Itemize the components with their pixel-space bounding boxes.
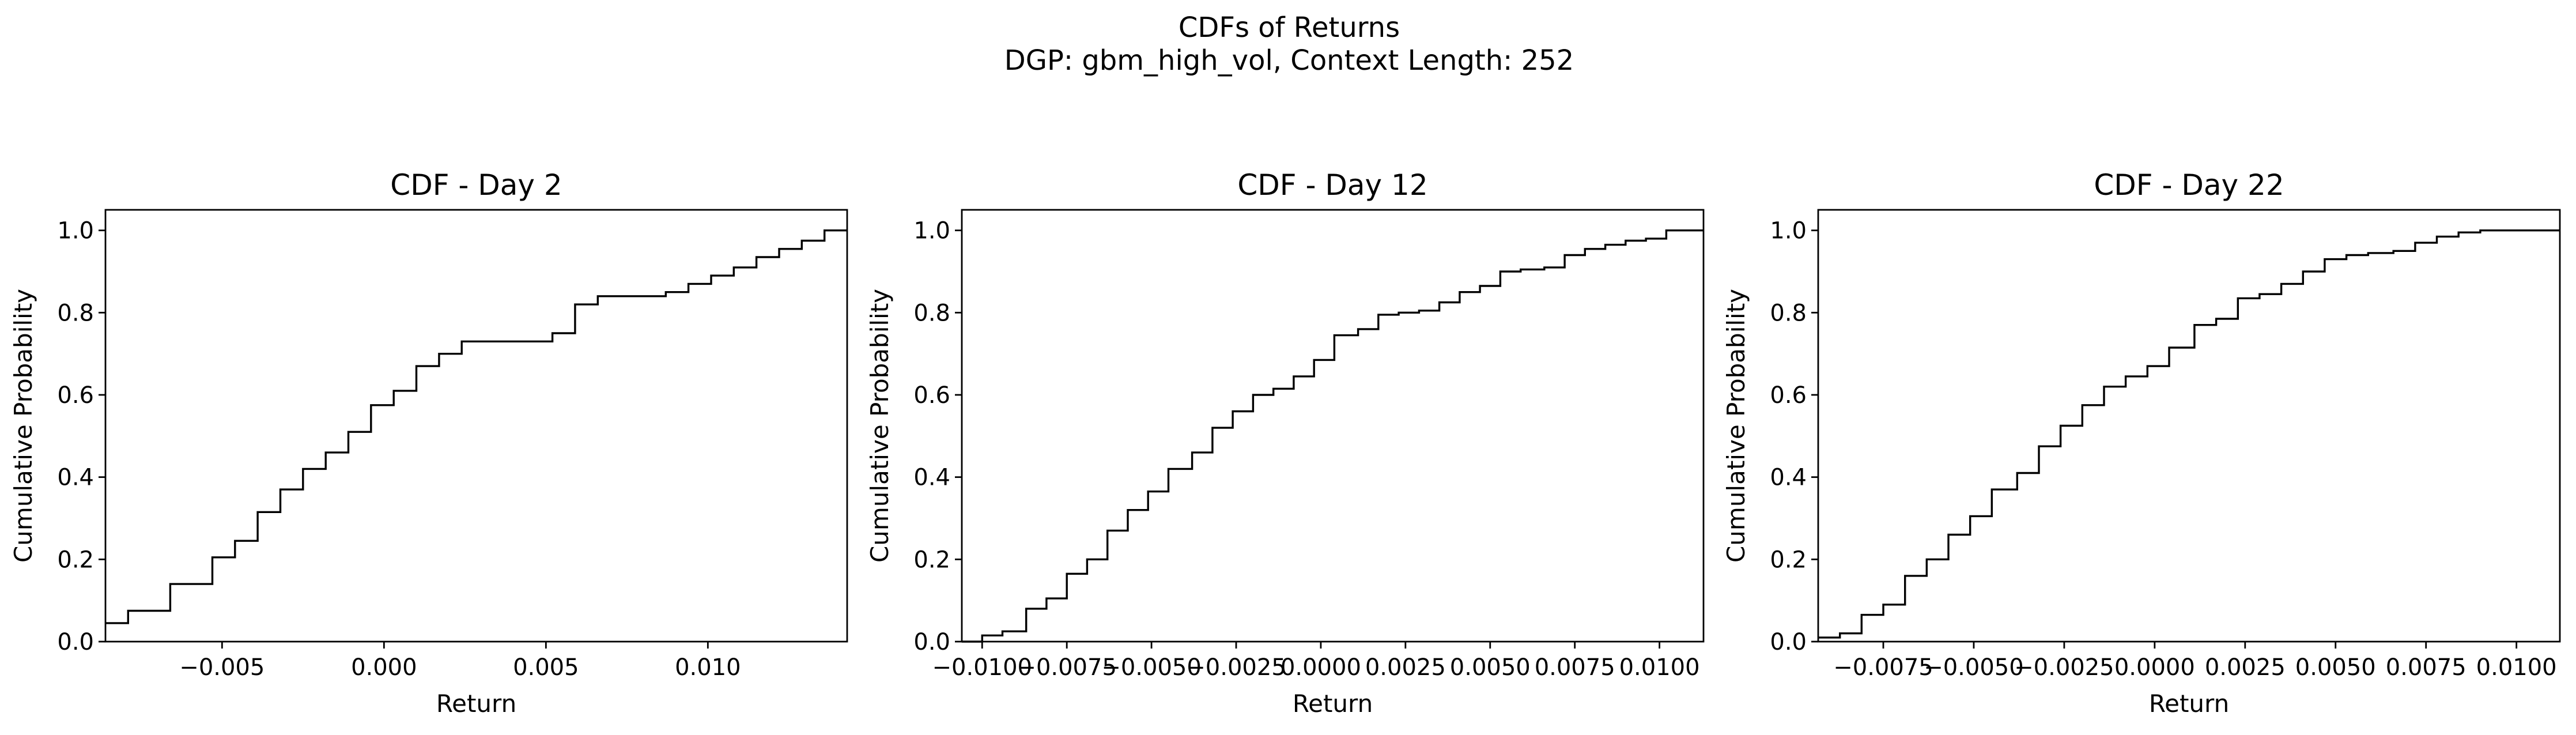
x-tick-label: 0.0100: [2476, 654, 2557, 681]
y-tick-label: 1.0: [57, 218, 94, 244]
figure-title: CDFs of Returns: [1179, 12, 1400, 44]
x-tick-label: −0.005: [179, 654, 265, 681]
y-tick-label: 0.2: [1770, 546, 1807, 573]
x-tick-label: 0.0050: [2295, 654, 2376, 681]
figure-subtitle: DGP: gbm_high_vol, Context Length: 252: [1004, 44, 1574, 77]
axes-frame: [104, 209, 848, 643]
y-tick-label: 0.8: [57, 300, 94, 326]
x-tick-label: 0.000: [351, 654, 417, 681]
x-axis-label: Return: [1293, 689, 1373, 718]
x-tick-label: 0.0000: [1281, 654, 1361, 681]
y-tick-label: 0.2: [913, 546, 950, 573]
x-tick-label: 0.0050: [1450, 654, 1531, 681]
panel-title: CDF - Day 22: [2094, 168, 2284, 202]
panel-title: CDF - Day 2: [390, 168, 562, 202]
cdf-step-line: [962, 229, 1704, 643]
y-tick-label: 0.6: [913, 382, 950, 409]
y-tick-label: 0.4: [1770, 465, 1807, 491]
x-tick-label: −0.0075: [1833, 654, 1933, 681]
y-tick-label: 0.4: [913, 465, 950, 491]
panel-title: CDF - Day 12: [1237, 168, 1427, 202]
y-axis-label: Cumulative Probability: [1722, 289, 1750, 563]
y-axis-label: Cumulative Probability: [9, 289, 37, 563]
axes-frame: [961, 209, 1705, 643]
y-tick-label: 0.0: [1770, 629, 1807, 655]
x-tick-label: 0.0025: [1365, 654, 1446, 681]
y-tick-label: 0.8: [913, 300, 950, 326]
x-axis-label: Return: [436, 689, 516, 718]
cdf-step-line: [105, 229, 847, 624]
cdf-step-line: [1818, 229, 2560, 639]
y-tick-label: 0.2: [57, 546, 94, 573]
x-tick-label: −0.0075: [1017, 654, 1116, 681]
x-tick-label: 0.0025: [2205, 654, 2286, 681]
x-tick-label: −0.0025: [1186, 654, 1286, 681]
y-tick-label: 1.0: [1770, 218, 1807, 244]
x-axis-label: Return: [2149, 689, 2229, 718]
x-tick-label: −0.0050: [1101, 654, 1201, 681]
axes-frame: [1817, 209, 2561, 643]
x-tick-label: 0.005: [513, 654, 579, 681]
y-axis-label: Cumulative Probability: [866, 289, 894, 563]
x-tick-label: −0.0100: [932, 654, 1032, 681]
cdf-panel-day-12: 0.0 0.2 0.4 0.6 0.8 1.0 −0.0100−0.0075−0.0050−…: [866, 168, 1705, 718]
x-tick-label: 0.0100: [1619, 654, 1700, 681]
x-tick-label: −0.0025: [2014, 654, 2114, 681]
x-tick-label: 0.0075: [2386, 654, 2467, 681]
y-tick-label: 1.0: [913, 218, 950, 244]
x-tick-label: 0.010: [675, 654, 741, 681]
x-tick-label: 0.0075: [1535, 654, 1615, 681]
y-tick-label: 0.0: [913, 629, 950, 655]
y-tick-label: 0.8: [1770, 300, 1807, 326]
x-tick-label: −0.0050: [1924, 654, 2023, 681]
y-tick-label: 0.6: [1770, 382, 1807, 409]
x-tick-label: 0.0000: [2114, 654, 2195, 681]
y-tick-label: 0.0: [57, 629, 94, 655]
cdf-panel-day-2: 0.0 0.2 0.4 0.6 0.8 1.0 −0.005 0.000 0.005 0.010 C…: [9, 168, 848, 718]
cdf-panel-day-22: 0.00.20.40.60.81.0−0.0075−0.0050−0.0025 0…: [1722, 168, 2561, 718]
y-tick-label: 0.4: [57, 465, 94, 491]
y-tick-label: 0.6: [57, 382, 94, 409]
